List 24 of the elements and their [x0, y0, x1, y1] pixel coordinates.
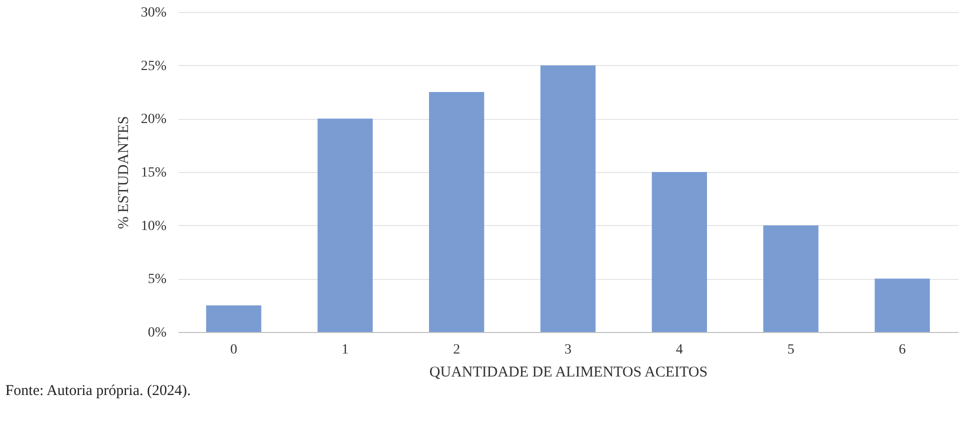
- y-tick-label: 20%: [140, 112, 167, 128]
- x-tick-label: 1: [342, 342, 349, 358]
- bar: [206, 305, 262, 332]
- y-tick-label: 30%: [140, 6, 167, 20]
- y-tick-label: 15%: [140, 166, 167, 180]
- x-tick-label: 4: [676, 342, 683, 358]
- bar: [652, 172, 708, 332]
- bar: [874, 278, 930, 332]
- y-tick-label: 10%: [140, 218, 167, 234]
- x-tick-label: 0: [230, 342, 238, 358]
- x-tick-label: 2: [453, 342, 460, 358]
- bar: [763, 225, 818, 332]
- bar: [540, 65, 596, 332]
- y-axis-title: % ESTUDANTES: [116, 116, 132, 229]
- y-tick-label: 25%: [140, 58, 167, 74]
- x-tick-label: 6: [898, 342, 906, 358]
- x-tick-label: 3: [564, 342, 572, 358]
- bar: [318, 118, 373, 332]
- bar: [428, 92, 484, 332]
- source-note: Fonte: Autoria própria. (2024).: [5, 383, 191, 399]
- y-tick-label: 5%: [148, 272, 167, 288]
- x-axis-title: QUANTIDADE DE ALIMENTOS ACEITOS: [429, 364, 708, 380]
- x-tick-label: 5: [787, 342, 794, 358]
- y-tick-label: 0%: [148, 326, 167, 340]
